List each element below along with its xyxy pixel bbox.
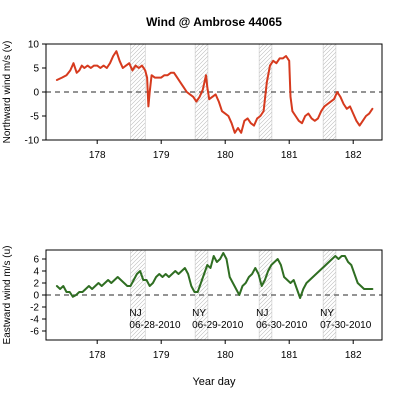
event-annotation: NJ	[129, 308, 141, 319]
y-tick-label: 10	[28, 40, 40, 51]
y-tick-label: -10	[25, 136, 40, 147]
x-tick-label: 179	[153, 150, 170, 161]
x-tick-label: 180	[217, 350, 234, 361]
event-annotation: 07-30-2010	[320, 320, 372, 331]
eastward-wind-line	[55, 252, 374, 299]
y-tick-label: 5	[33, 64, 39, 75]
y-tick-label: -5	[30, 112, 39, 123]
x-tick-label: 181	[281, 150, 298, 161]
event-annotation: 06-30-2010	[256, 320, 308, 331]
y-tick-label: 0	[33, 291, 39, 302]
y-tick-label: 0	[33, 88, 39, 99]
northward-wind-line	[55, 50, 374, 134]
event-annotation: NY	[192, 308, 206, 319]
y-tick-label: 6	[33, 255, 39, 266]
chart-title: Wind @ Ambrose 44065	[146, 15, 282, 29]
event-annotation: 06-29-2010	[192, 320, 244, 331]
event-annotation: NY	[320, 308, 334, 319]
x-tick-label: 178	[89, 350, 106, 361]
x-tick-label: 181	[281, 350, 298, 361]
y-tick-label: -4	[30, 315, 39, 326]
y-tick-label: -6	[30, 327, 39, 338]
x-tick-label: 178	[89, 150, 106, 161]
event-annotation: NJ	[256, 308, 268, 319]
x-tick-label: 180	[217, 150, 234, 161]
y-tick-label: -2	[30, 303, 39, 314]
y-axis-label: Eastward wind m/s (u)	[2, 246, 13, 345]
x-tick-label: 182	[345, 150, 362, 161]
northward-wind-panel: -10 -5 0 5 10 178 179 180 181 182 Northward wind m…	[2, 40, 383, 161]
y-tick-label: 2	[33, 279, 39, 290]
x-tick-label: 182	[345, 350, 362, 361]
y-axis-label: Northward wind m/s (v)	[2, 41, 13, 144]
x-tick-label: 179	[153, 350, 170, 361]
y-tick-label: 4	[33, 267, 39, 278]
event-annotation: 06-28-2010	[129, 320, 181, 331]
x-axis-label: Year day	[192, 376, 236, 388]
